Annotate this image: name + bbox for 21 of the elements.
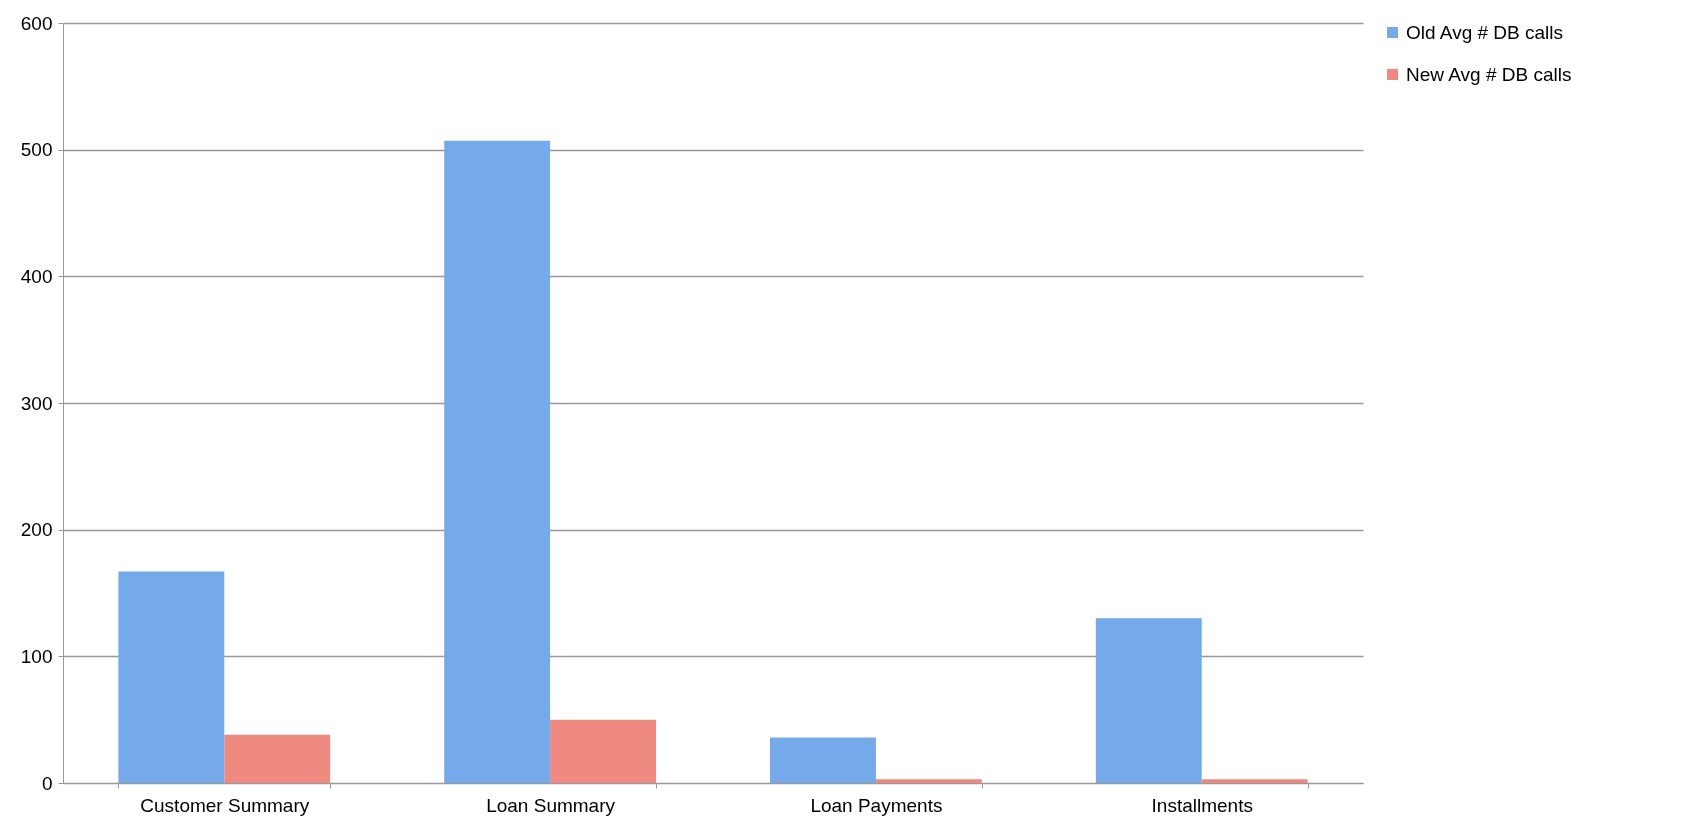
y-tick-label: 500 [20, 139, 53, 161]
bar [444, 140, 551, 783]
y-tick-label: 100 [20, 645, 53, 667]
legend-label: New Avg # DB calls [1406, 63, 1572, 85]
bar [224, 734, 331, 783]
y-tick-label: 400 [20, 265, 53, 287]
x-tick-label: Loan Summary [486, 794, 616, 816]
bar [550, 719, 656, 783]
bar [1095, 618, 1202, 783]
x-tick-label: Loan Payments [810, 794, 943, 816]
bar [770, 737, 876, 783]
bar [1201, 779, 1308, 783]
legend-label: Old Avg # DB calls [1406, 21, 1564, 43]
y-tick-label: 300 [20, 392, 53, 414]
y-tick-label: 600 [20, 12, 53, 34]
x-tick-label: Installments [1151, 794, 1253, 816]
bar [118, 571, 225, 783]
y-tick-label: 0 [41, 772, 53, 794]
bar [875, 779, 982, 783]
y-tick-label: 200 [20, 519, 53, 541]
x-tick-label: Customer Summary [140, 794, 310, 816]
